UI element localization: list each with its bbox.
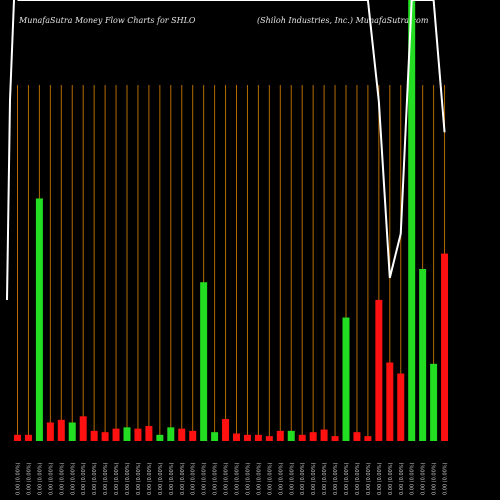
x-tick-label: 0.00 (0.00%): [432, 462, 438, 495]
bar: [419, 269, 427, 441]
bar: [35, 198, 43, 441]
x-tick-label: 0.00 (0.00%): [388, 462, 394, 495]
x-tick-label: 0.00 (0.00%): [355, 462, 361, 495]
x-tick-label: 0.00 (0.00%): [70, 462, 76, 495]
x-tick-label: 0.00 (0.00%): [289, 462, 295, 495]
x-tick-label: 0.00 (0.00%): [224, 462, 230, 495]
bar: [90, 430, 98, 441]
x-tick-label: 0.00 (0.00%): [37, 462, 43, 495]
x-tick-label: 0.00 (0.00%): [114, 462, 120, 495]
x-tick-label: 0.00 (0.00%): [125, 462, 131, 495]
bar: [123, 427, 131, 441]
bar: [287, 430, 295, 441]
bar: [211, 432, 219, 441]
bar: [331, 436, 339, 441]
bar: [101, 432, 109, 441]
x-tick-label: 0.00 (0.00%): [158, 462, 164, 495]
bar: [68, 422, 76, 441]
bar: [342, 317, 350, 441]
bar: [79, 416, 87, 441]
x-tick-label: 0.00 (0.00%): [59, 462, 65, 495]
bar: [430, 363, 438, 441]
x-tick-label: 0.00 (0.00%): [278, 462, 284, 495]
bar: [222, 418, 230, 441]
x-tick-label: 0.00 (0.00%): [410, 462, 416, 495]
x-tick-label: 0.00 (0.00%): [443, 462, 449, 495]
bar: [167, 427, 175, 441]
x-tick-label: 0.00 (0.00%): [136, 462, 142, 495]
bar: [233, 433, 240, 441]
x-tick-label: 0.00 (0.00%): [235, 462, 241, 495]
bar: [298, 434, 306, 441]
bar: [353, 432, 361, 441]
x-tick-label: 0.00 (0.00%): [267, 462, 273, 495]
x-tick-label: 0.00 (0.00%): [92, 462, 98, 495]
x-tick-label: 0.00 (0.00%): [333, 462, 339, 495]
bar: [145, 426, 153, 441]
x-tick-label: 0.00 (0.00%): [169, 462, 175, 495]
chart-title: MunafaSutra Money Flow Charts for SHLO: [19, 16, 196, 25]
x-tick-label: 0.00 (0.00%): [300, 462, 306, 495]
bar: [254, 434, 262, 441]
x-tick-label: 0.00 (0.00%): [202, 462, 208, 495]
x-tick-label: 0.00 (0.00%): [377, 462, 383, 495]
x-tick-label: 0.00 (0.00%): [399, 462, 405, 495]
x-tick-label: 0.00 (0.00%): [81, 462, 87, 495]
x-tick-label: 0.00 (0.00%): [245, 462, 251, 495]
bar: [57, 419, 65, 441]
bar: [156, 434, 164, 441]
bar: [364, 436, 372, 441]
x-tick-label: 0.00 (0.00%): [191, 462, 197, 495]
x-tick-label: 0.00 (0.00%): [16, 462, 22, 495]
x-tick-label: 0.00 (0.00%): [421, 462, 427, 495]
chart-subtitle: (Shiloh Industries, Inc.) MunafaSutra.co…: [257, 16, 429, 25]
x-tick-label: 0.00 (0.00%): [256, 462, 262, 495]
bar: [375, 299, 383, 441]
bar: [265, 436, 273, 441]
x-tick-label: 0.00 (0.00%): [322, 462, 328, 495]
series-line-edge: [6, 0, 15, 301]
x-tick-label: 0.00 (0.00%): [180, 462, 186, 495]
bar: [386, 362, 394, 441]
bar: [14, 434, 21, 441]
series-line: [17, 0, 446, 279]
x-tick-label: 0.00 (0.00%): [366, 462, 372, 495]
bar: [309, 432, 317, 441]
x-tick-label: 0.00 (0.00%): [103, 462, 109, 495]
bar: [276, 430, 284, 441]
x-tick-label: 0.00 (0.00%): [311, 462, 317, 495]
bar: [441, 253, 449, 441]
x-tick-label: 0.00 (0.00%): [26, 462, 32, 495]
x-tick-label: 0.00 (0.00%): [147, 462, 153, 495]
bar: [178, 428, 186, 441]
bar: [408, 0, 416, 441]
bar: [189, 430, 197, 441]
bar: [112, 428, 120, 441]
bar: [397, 373, 405, 441]
bar: [24, 434, 32, 441]
x-tick-label: 0.00 (0.00%): [48, 462, 54, 495]
x-tick-label: 0.00 (0.00%): [213, 462, 219, 495]
bar: [243, 434, 251, 441]
bar: [320, 429, 328, 441]
bar: [46, 422, 54, 441]
bar: [200, 282, 208, 441]
bar: [134, 428, 142, 441]
x-tick-label: 0.00 (0.00%): [344, 462, 350, 495]
